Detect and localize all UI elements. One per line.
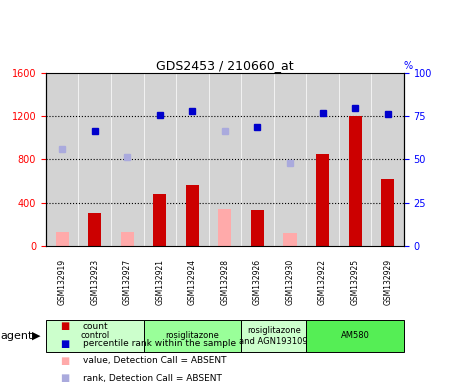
- Text: GSM132923: GSM132923: [90, 259, 99, 305]
- Bar: [284, 233, 297, 246]
- Bar: [56, 232, 69, 246]
- Text: ■: ■: [60, 373, 69, 383]
- Bar: [348, 116, 362, 246]
- Text: rosiglitazone
and AGN193109: rosiglitazone and AGN193109: [240, 326, 308, 346]
- Text: GSM132921: GSM132921: [155, 259, 164, 305]
- Text: control: control: [80, 331, 109, 341]
- Text: value, Detection Call = ABSENT: value, Detection Call = ABSENT: [83, 356, 226, 366]
- Bar: [46, 320, 144, 352]
- Text: %: %: [404, 61, 413, 71]
- Bar: [121, 232, 134, 246]
- Text: GSM132926: GSM132926: [253, 259, 262, 305]
- Bar: [186, 185, 199, 246]
- Text: ▶: ▶: [32, 331, 41, 341]
- Bar: [88, 214, 101, 246]
- Bar: [316, 154, 329, 246]
- Text: GSM132924: GSM132924: [188, 259, 197, 305]
- Bar: [144, 320, 241, 352]
- Text: AM580: AM580: [341, 331, 369, 341]
- Text: GSM132927: GSM132927: [123, 259, 132, 305]
- Text: ■: ■: [60, 321, 69, 331]
- Text: percentile rank within the sample: percentile rank within the sample: [83, 339, 236, 348]
- Bar: [381, 179, 394, 246]
- Bar: [153, 194, 166, 246]
- Text: rank, Detection Call = ABSENT: rank, Detection Call = ABSENT: [83, 374, 222, 383]
- Text: GSM132925: GSM132925: [351, 259, 359, 305]
- Text: GSM132919: GSM132919: [58, 259, 67, 305]
- Bar: [241, 320, 306, 352]
- Text: GSM132928: GSM132928: [220, 259, 230, 305]
- Title: GDS2453 / 210660_at: GDS2453 / 210660_at: [156, 59, 294, 72]
- Text: ■: ■: [60, 339, 69, 349]
- Bar: [218, 209, 231, 246]
- Text: agent: agent: [0, 331, 33, 341]
- Text: GSM132929: GSM132929: [383, 259, 392, 305]
- Bar: [306, 320, 404, 352]
- Text: count: count: [83, 322, 108, 331]
- Bar: [251, 210, 264, 246]
- Text: rosiglitazone: rosiglitazone: [165, 331, 219, 341]
- Text: GSM132930: GSM132930: [285, 259, 295, 305]
- Text: ■: ■: [60, 356, 69, 366]
- Text: GSM132922: GSM132922: [318, 259, 327, 305]
